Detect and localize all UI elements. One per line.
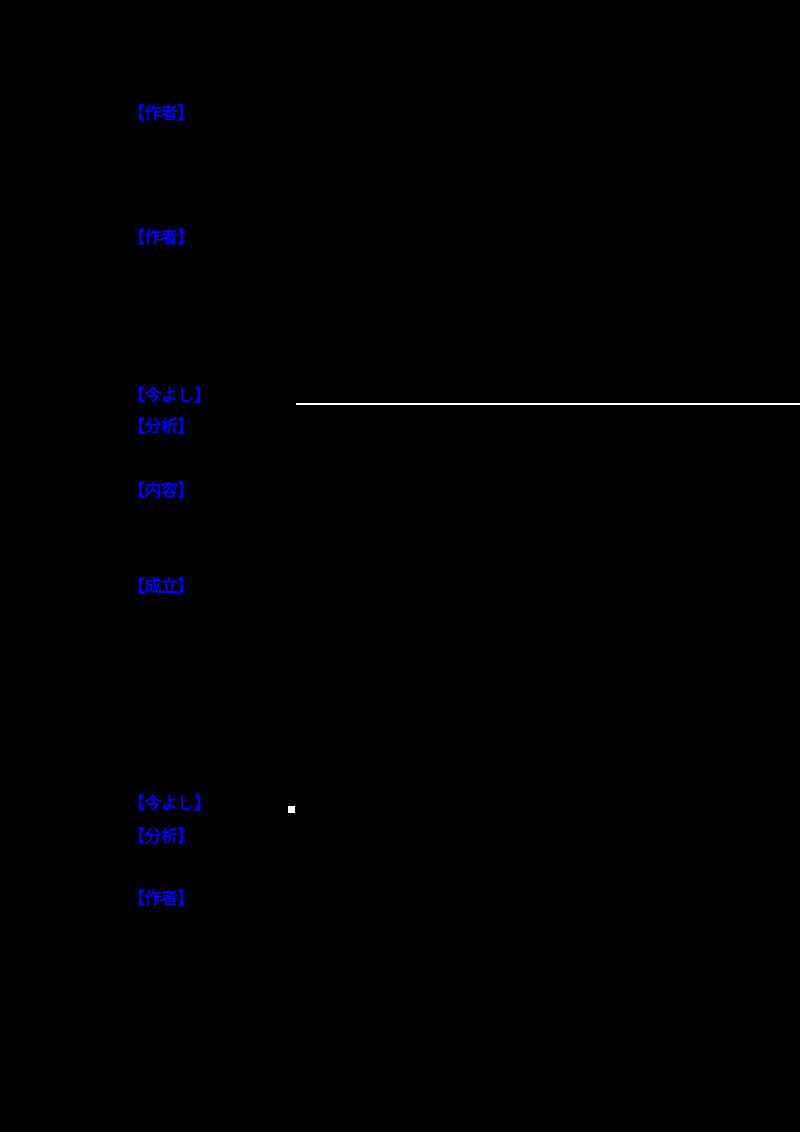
entry-link[interactable]: 【作者】 bbox=[128, 228, 195, 248]
square-bullet-icon bbox=[288, 806, 295, 813]
entry-link[interactable]: 【成立】 bbox=[128, 577, 195, 597]
entry-link[interactable]: 【作者】 bbox=[128, 104, 195, 124]
entry-link[interactable]: 【内容】 bbox=[128, 481, 195, 501]
entry-link[interactable]: 【今よし】 bbox=[128, 386, 211, 406]
entry-link[interactable]: 【今よし】 bbox=[128, 794, 211, 814]
horizontal-rule bbox=[296, 403, 800, 405]
entry-link[interactable]: 【分析】 bbox=[128, 827, 195, 847]
entry-link[interactable]: 【作者】 bbox=[128, 889, 195, 909]
entry-link[interactable]: 【分析】 bbox=[128, 417, 195, 437]
